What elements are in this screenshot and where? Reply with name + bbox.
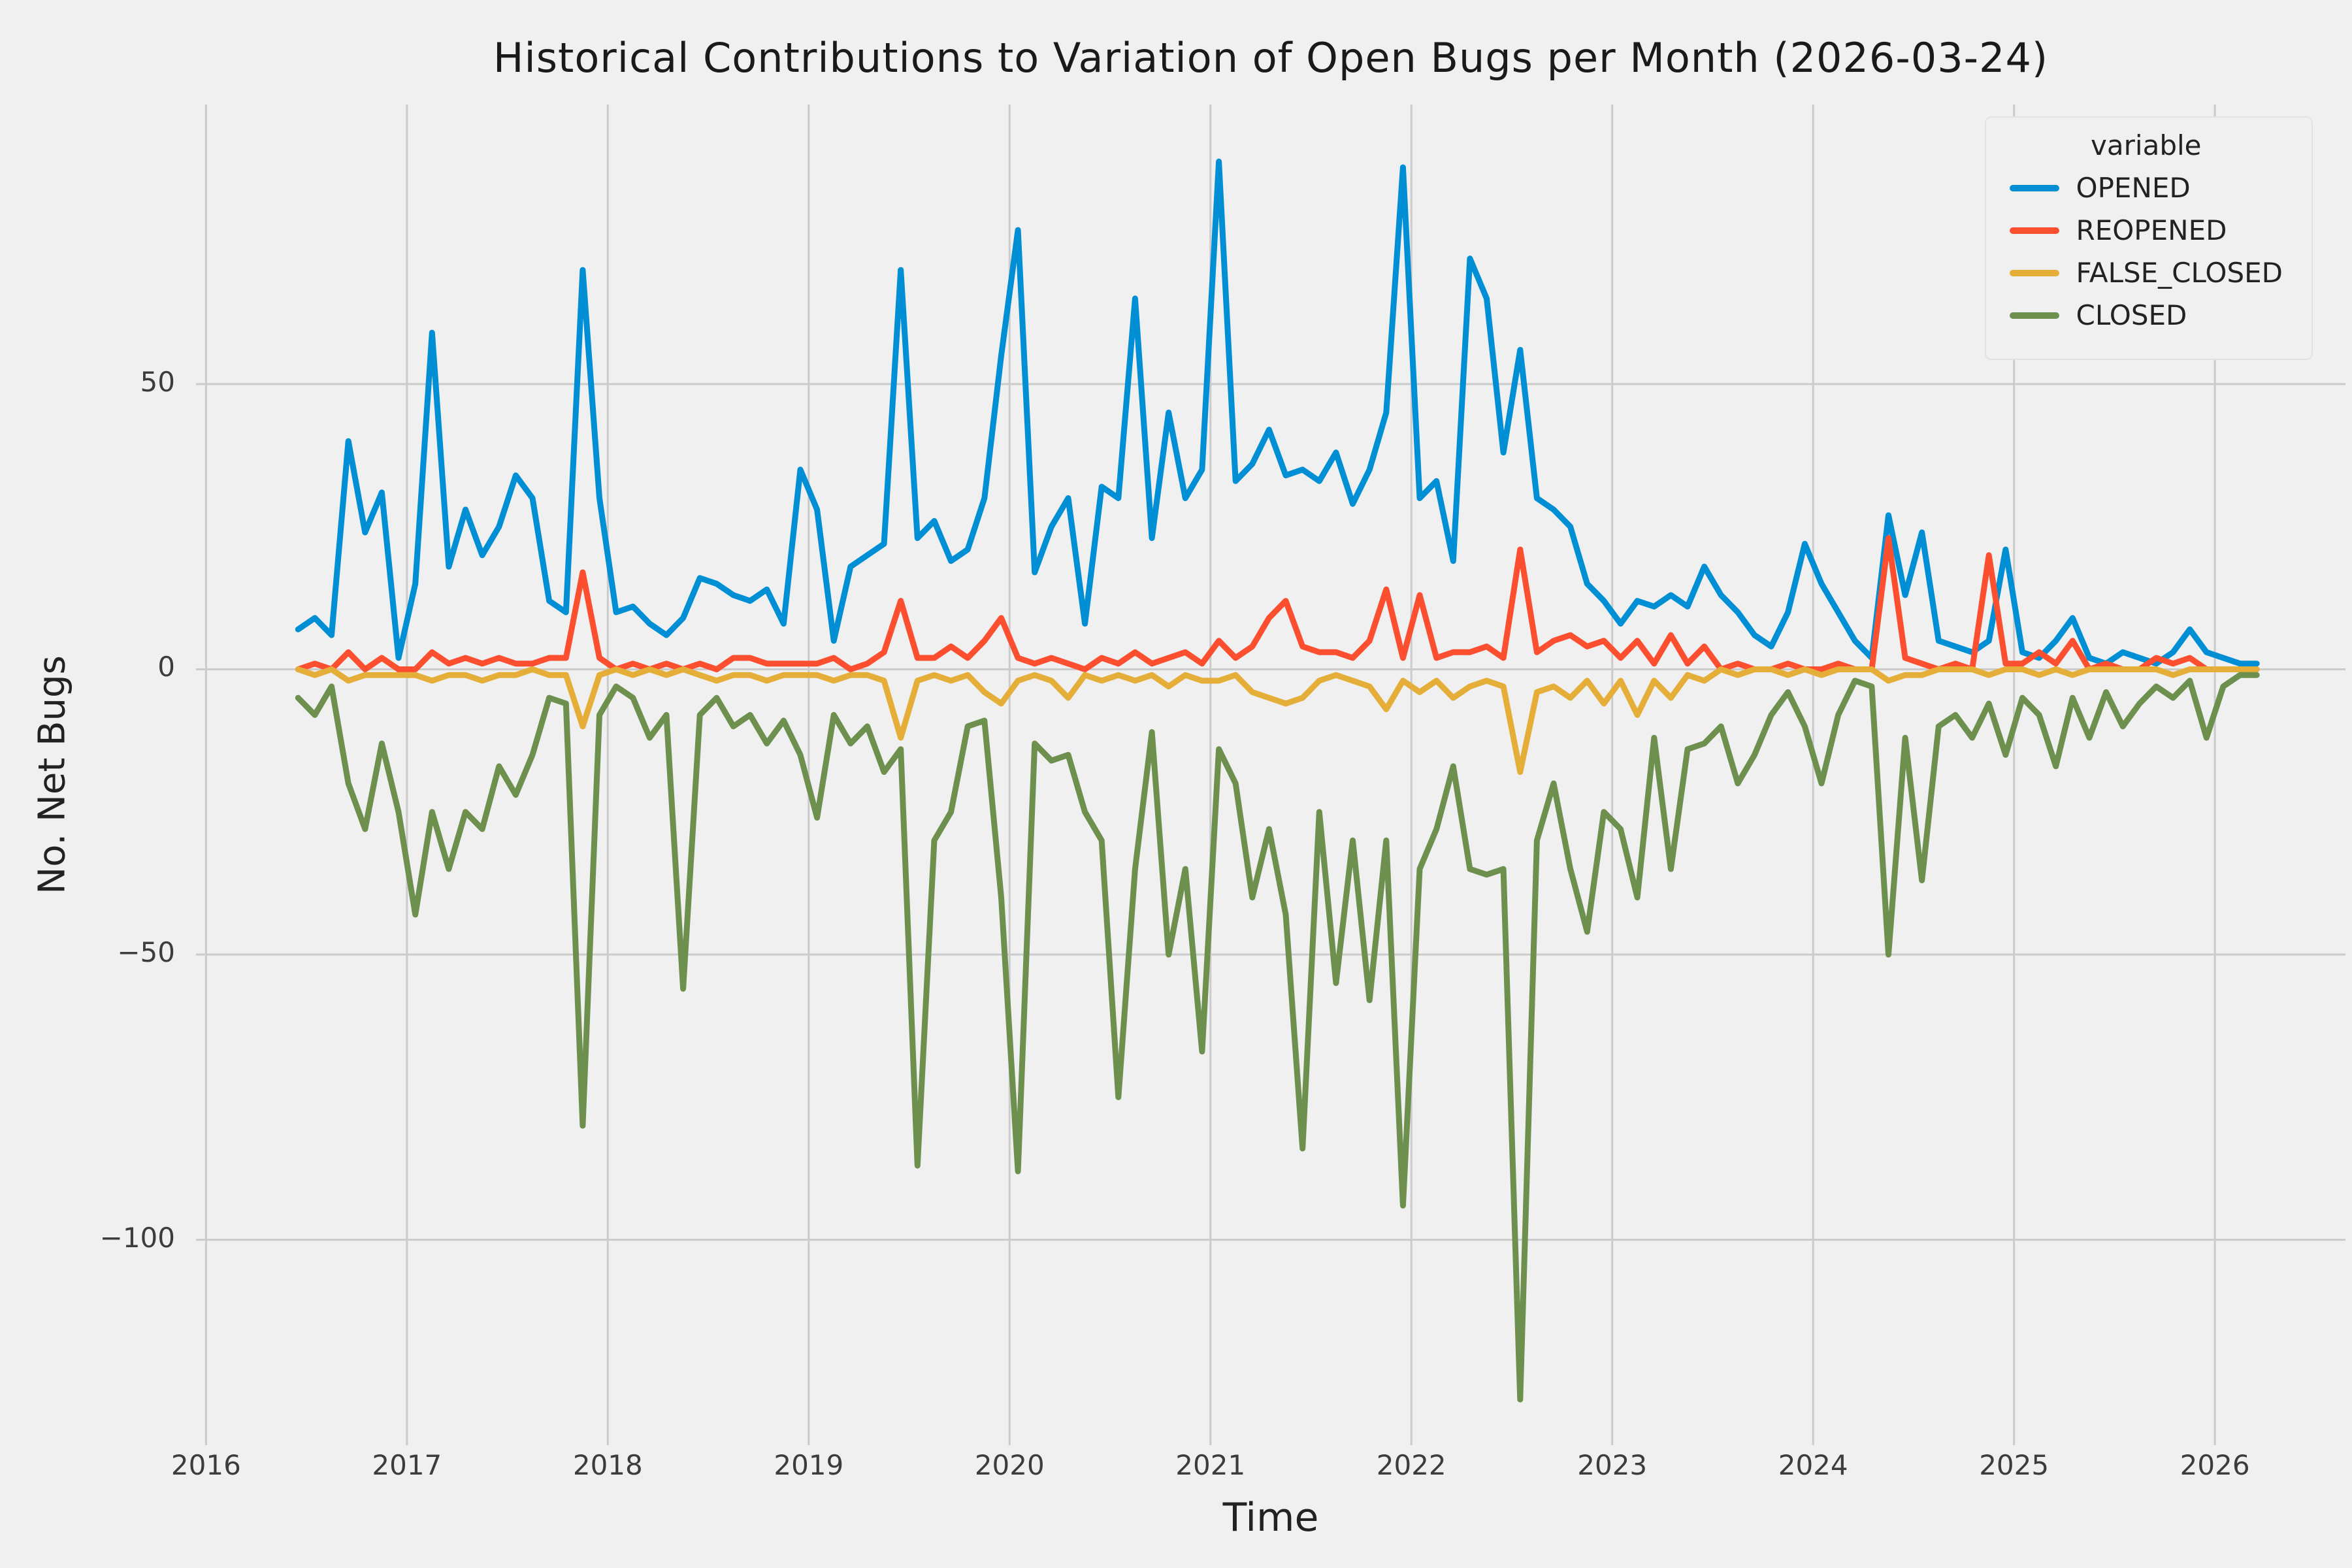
legend-entry-false-closed: FALSE_CLOSED [2009,257,2283,289]
legend: variable OPENED REOPENED FALSE_CLOSED CL… [1984,116,2313,360]
opened-line-swatch-icon [2009,184,2059,191]
legend-label-closed: CLOSED [2076,299,2187,331]
legend-label-false-closed: FALSE_CLOSED [2076,257,2283,289]
series-line-false_closed [295,666,2260,776]
y-tick-label: −100 [99,1221,175,1254]
series-line-reopened [295,535,2260,672]
y-tick-label: −50 [117,936,175,969]
x-axis-label: Time [1222,1495,1319,1541]
x-tick-label: 2026 [2180,1449,2250,1481]
false-closed-line-swatch-icon [2009,269,2059,276]
legend-label-opened: OPENED [2076,172,2191,204]
legend-entry-reopened: REOPENED [2009,214,2283,246]
x-tick-label: 2016 [171,1449,241,1481]
y-tick-label: 0 [157,651,175,683]
reopened-line-swatch-icon [2009,227,2059,234]
x-tick-label: 2019 [774,1449,844,1481]
closed-line-swatch-icon [2009,312,2059,319]
x-tick-label: 2023 [1577,1449,1648,1481]
x-tick-label: 2020 [974,1449,1045,1481]
legend-entry-opened: OPENED [2009,172,2283,204]
legend-entry-closed: CLOSED [2009,299,2283,331]
y-axis-label: No. Net Bugs [31,655,74,894]
legend-title: variable [2091,129,2202,161]
x-tick-label: 2021 [1175,1449,1246,1481]
line-chart-canvas [196,105,2345,1445]
x-tick-label: 2018 [572,1449,643,1481]
chart-title: Historical Contributions to Variation of… [493,34,2049,82]
x-tick-label: 2024 [1778,1449,1848,1481]
series-line-closed [295,672,2260,1403]
x-tick-label: 2017 [372,1449,442,1481]
x-tick-label: 2022 [1376,1449,1446,1481]
x-tick-label: 2025 [1979,1449,2050,1481]
legend-label-reopened: REOPENED [2076,214,2227,246]
series-line-opened [295,158,2260,667]
y-tick-label: 50 [140,365,175,398]
